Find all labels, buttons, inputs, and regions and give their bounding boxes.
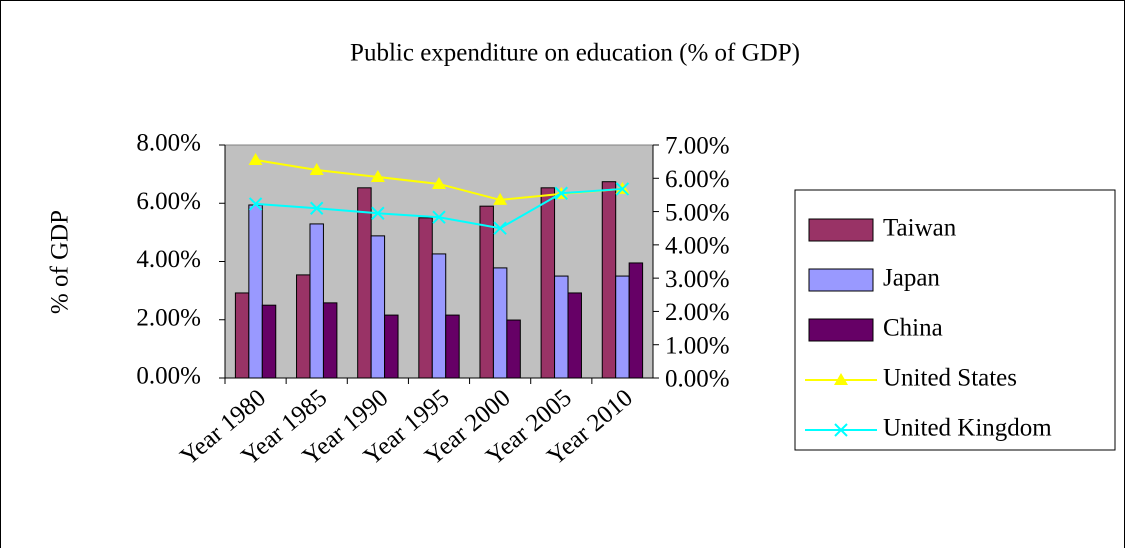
bar [418, 217, 433, 379]
marker [248, 197, 263, 211]
bar [540, 187, 556, 379]
marker [370, 169, 385, 182]
y2-tick-label: 7.00% [665, 133, 730, 160]
bar [601, 181, 617, 379]
bar [492, 267, 508, 379]
bar [506, 319, 521, 379]
bar [261, 304, 277, 379]
y2-tick-label: 0.00% [665, 366, 730, 393]
chart-title: Public expenditure on education (% of GD… [350, 40, 800, 67]
y-axis-label: % of GDP [47, 210, 74, 314]
marker [554, 186, 568, 200]
y-tick-label: 8.00% [136, 130, 201, 157]
legend-swatch [808, 318, 874, 342]
marker [248, 152, 263, 165]
y2-tick-label: 5.00% [665, 199, 730, 226]
legend-label: China [883, 315, 943, 342]
bar [445, 314, 460, 379]
legend-label: Taiwan [883, 215, 957, 242]
bar [357, 187, 372, 379]
bar [234, 292, 250, 379]
marker [615, 182, 630, 196]
bar [384, 314, 399, 379]
marker [309, 162, 324, 175]
legend-marker [834, 373, 848, 385]
bar [628, 262, 644, 379]
legend-marker [834, 423, 848, 437]
y2-tick-label: 4.00% [665, 233, 730, 260]
y-tick-label: 0.00% [136, 363, 201, 390]
y2-tick-label: 2.00% [665, 299, 730, 326]
bar [554, 275, 569, 379]
legend-label: Japan [883, 265, 940, 292]
marker [432, 210, 446, 224]
y2-tick-label: 1.00% [665, 332, 730, 359]
bar [567, 292, 582, 379]
y-tick-label: 2.00% [136, 304, 201, 331]
marker [493, 221, 507, 235]
bar [309, 223, 324, 379]
y-tick-label: 4.00% [136, 246, 201, 273]
bar [296, 274, 311, 379]
y2-tick-label: 3.00% [665, 266, 730, 293]
bar [248, 204, 263, 379]
y-tick-label: 6.00% [136, 188, 201, 215]
legend-label: United States [883, 365, 1017, 392]
marker [432, 176, 446, 189]
bar [370, 235, 386, 379]
marker [493, 192, 508, 205]
y2-tick-label: 6.00% [665, 166, 730, 193]
marker [310, 201, 324, 215]
legend-swatch [808, 218, 874, 242]
bar [322, 302, 338, 379]
legend-label: United Kingdom [883, 415, 1052, 442]
bar [615, 275, 630, 379]
bar [479, 205, 494, 379]
bar [431, 253, 447, 379]
marker [371, 206, 385, 220]
legend-swatch [808, 268, 874, 292]
